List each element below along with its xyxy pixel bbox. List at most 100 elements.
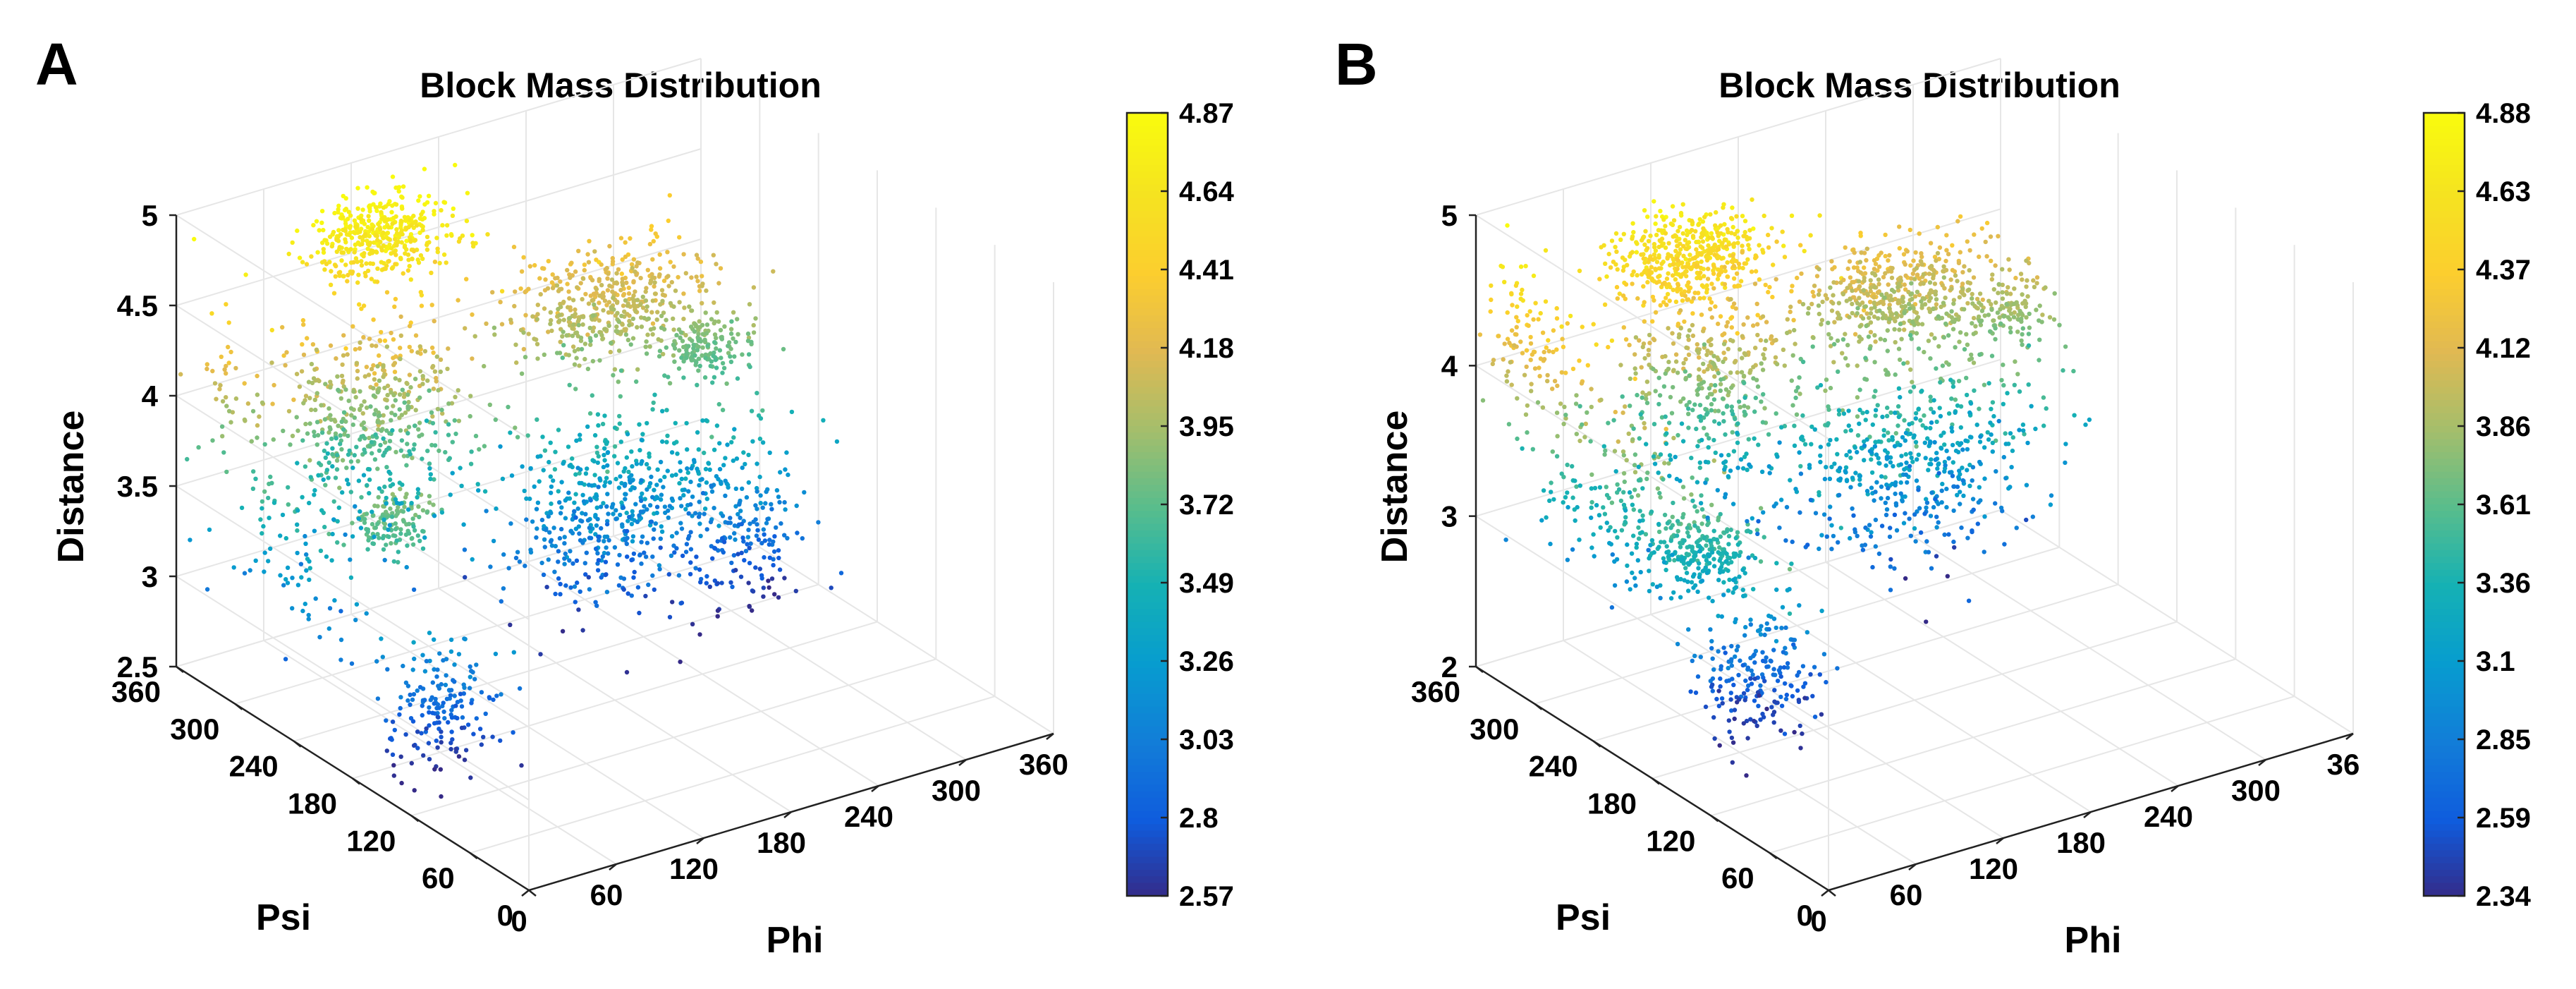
scatter-point — [1752, 698, 1757, 703]
scatter-point — [1716, 357, 1721, 362]
scatter-point — [379, 210, 384, 215]
scatter-point — [341, 274, 346, 279]
scatter-point — [434, 379, 439, 384]
colorbar-segment — [1127, 204, 1168, 212]
scatter-point — [1747, 228, 1752, 233]
scatter-point — [376, 494, 381, 500]
scatter-point — [671, 342, 676, 347]
scatter-point — [1589, 404, 1594, 410]
scatter-point — [214, 396, 219, 401]
scatter-point — [390, 511, 395, 516]
scatter-point — [1716, 515, 1721, 520]
scatter-point — [1477, 332, 1483, 337]
scatter-point — [568, 529, 573, 534]
scatter-point — [1726, 588, 1731, 593]
scatter-point — [673, 289, 678, 293]
scatter-point — [1884, 483, 1889, 487]
scatter-point — [508, 430, 513, 435]
scatter-point — [370, 541, 375, 546]
scatter-point — [714, 365, 719, 370]
scatter-point — [712, 300, 716, 305]
scatter-point — [405, 698, 410, 703]
scatter-point — [1754, 301, 1759, 306]
scatter-point — [1752, 652, 1757, 657]
scatter-point — [1698, 276, 1703, 281]
scatter-point — [324, 262, 329, 267]
scatter-point — [248, 568, 252, 573]
scatter-point — [205, 362, 209, 367]
colorbar-segment — [1127, 563, 1168, 571]
scatter-point — [367, 444, 372, 449]
scatter-point — [1704, 283, 1709, 288]
scatter-point — [1773, 355, 1778, 360]
scatter-point — [294, 415, 299, 420]
scatter-point — [1719, 664, 1723, 669]
scatter-point — [1826, 421, 1831, 426]
scatter-point — [688, 530, 693, 535]
scatter-point — [1681, 396, 1686, 401]
colorbar-tick-label: 3.49 — [1179, 568, 1234, 599]
scatter-point — [1589, 486, 1594, 491]
scatter-point — [1733, 535, 1738, 540]
scatter-point — [657, 348, 663, 353]
scatter-point — [1869, 457, 1874, 462]
scatter-points-b — [1477, 197, 2092, 778]
scatter-point — [262, 550, 267, 555]
scatter-point — [1829, 523, 1834, 528]
scatter-point — [647, 466, 652, 471]
colorbar-segment — [1127, 217, 1168, 225]
scatter-point — [322, 448, 327, 454]
scatter-point — [594, 444, 599, 449]
scatter-point — [405, 252, 411, 257]
scatter-point — [757, 474, 762, 480]
scatter-point — [704, 527, 709, 532]
scatter-point — [470, 241, 475, 245]
scatter-point — [624, 528, 630, 534]
scatter-point — [1769, 334, 1774, 339]
scatter-point — [731, 458, 736, 463]
scatter-point — [420, 374, 425, 379]
scatter-point — [685, 466, 690, 471]
scatter-point — [336, 270, 341, 275]
scatter-point — [596, 423, 601, 428]
scatter-point — [447, 456, 452, 461]
scatter-point — [603, 480, 608, 485]
colorbar-segment — [1127, 387, 1168, 394]
scatter-point — [1630, 236, 1635, 241]
scatter-point — [1692, 653, 1697, 658]
scatter-point — [1797, 603, 1802, 608]
scatter-point — [456, 388, 460, 393]
scatter-point — [1634, 541, 1640, 547]
scatter-point — [686, 344, 691, 348]
scatter-point — [472, 676, 477, 681]
scatter-point — [1668, 222, 1673, 226]
scatter-point — [1632, 463, 1637, 468]
scatter-point — [567, 382, 572, 387]
scatter-point — [463, 326, 468, 331]
scatter-point — [1663, 231, 1668, 236]
scatter-point — [1780, 605, 1786, 609]
scatter-point — [595, 568, 601, 573]
scatter-point — [370, 509, 374, 514]
scatter-point — [769, 506, 774, 511]
scatter-point — [650, 321, 656, 326]
scatter-point — [1778, 670, 1783, 676]
scatter-point — [725, 442, 730, 447]
scatter-point — [574, 330, 580, 335]
scatter-point — [321, 247, 326, 252]
scatter-point — [417, 434, 422, 439]
scatter-point — [367, 241, 373, 245]
scatter-point — [1661, 217, 1666, 222]
scatter-point — [1643, 229, 1648, 233]
scatter-point — [1755, 629, 1761, 633]
scatter-point — [317, 461, 322, 466]
scatter-point — [1926, 468, 1931, 473]
colorbar-tick-label: 3.95 — [1179, 411, 1234, 442]
scatter-point — [604, 265, 609, 271]
colorbar-segment — [1127, 726, 1168, 734]
scatter-point — [682, 487, 687, 492]
scatter-point — [412, 656, 417, 662]
scatter-point — [1639, 252, 1644, 257]
scatter-point — [632, 485, 637, 491]
scatter-point — [1614, 557, 1620, 562]
